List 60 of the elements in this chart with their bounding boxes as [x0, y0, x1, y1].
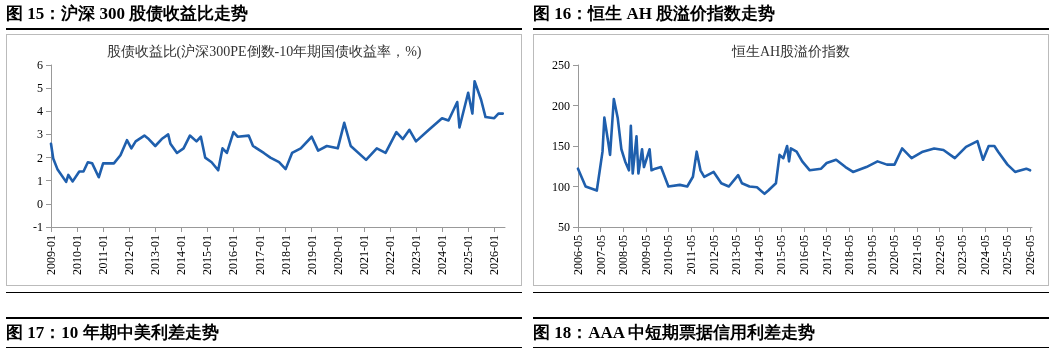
y-tick-label: 4: [37, 104, 43, 119]
x-tick-label: 2021-05: [910, 235, 925, 275]
x-tick-label: 2021-01: [356, 235, 371, 275]
x-tick-label: 2011-01: [96, 235, 111, 275]
x-tick-label: 2011-05: [684, 235, 698, 275]
x-tick-label: 2012-05: [706, 235, 721, 275]
y-tick-label: 150: [552, 139, 570, 153]
x-tick-label: 2026-05: [1023, 235, 1038, 275]
y-tick-label: 0: [37, 196, 43, 211]
x-tick-label: 2018-05: [842, 235, 857, 275]
chart-title: 图 15：沪深 300 股债收益比走势: [6, 0, 522, 30]
x-tick-label: 2023-05: [955, 235, 970, 275]
x-tick-label: 2013-01: [148, 235, 163, 275]
x-tick-label: 2026-01: [487, 235, 502, 275]
chart-subtitle: 恒生AH股溢价指数: [730, 43, 851, 59]
chart-title: 图 16：恒生 AH 股溢价指数走势: [533, 0, 1049, 30]
y-tick-label: 200: [552, 98, 570, 113]
x-tick-label: 2007-05: [593, 235, 608, 275]
line-series: [49, 79, 505, 184]
x-tick-label: 2006-05: [571, 235, 585, 275]
x-tick-label: 2017-01: [252, 235, 267, 275]
x-tick-label: 2025-01: [461, 235, 476, 275]
chart-subtitle: 股债收益比(沪深300PE倒数-10年期国债收益率，%): [106, 43, 422, 60]
x-tick-label: 2019-01: [304, 235, 319, 275]
y-tick-label: 250: [552, 58, 570, 72]
caption: 图 18：AAA 中短期票据信用利差走势: [533, 319, 1049, 348]
x-tick-label: 2022-01: [382, 235, 397, 275]
caption: 图 17：10 年期中美利差走势: [6, 319, 522, 348]
y-tick-label: 2: [37, 150, 43, 165]
line-series: [576, 97, 1032, 196]
y-tick-label: 1: [37, 173, 43, 188]
y-tick-label: 3: [37, 127, 43, 142]
x-tick-label: 2009-05: [638, 235, 653, 275]
x-tick-label: 2015-01: [200, 235, 215, 275]
x-tick-label: 2016-01: [226, 235, 241, 275]
x-tick-label: 2014-01: [174, 235, 189, 275]
y-tick-label: 5: [37, 81, 43, 96]
x-tick-label: 2012-01: [122, 235, 137, 275]
x-tick-label: 2015-05: [774, 235, 789, 275]
x-tick-label: 2014-05: [751, 235, 766, 275]
x-tick-label: 2013-05: [729, 235, 744, 275]
y-tick-label: 100: [552, 179, 570, 194]
x-tick-label: 2009-01: [44, 235, 58, 275]
x-tick-label: 2020-01: [330, 235, 345, 275]
x-tick-label: 2010-05: [661, 235, 676, 275]
y-tick-label: 6: [37, 58, 43, 72]
x-tick-label: 2022-05: [932, 235, 947, 275]
x-tick-label: 2008-05: [616, 235, 631, 275]
x-tick-label: 2024-01: [435, 235, 450, 275]
x-tick-label: 2019-05: [864, 235, 879, 275]
y-tick-label: 50: [558, 220, 570, 234]
x-tick-label: 2020-05: [887, 235, 902, 275]
x-tick-label: 2017-05: [819, 235, 834, 275]
y-tick-label: -1: [33, 220, 43, 234]
x-tick-label: 2025-05: [1000, 235, 1015, 275]
x-tick-label: 2018-01: [278, 235, 293, 275]
x-tick-label: 2010-01: [70, 235, 85, 275]
x-tick-label: 2023-01: [408, 235, 423, 275]
x-tick-label: 2024-05: [977, 235, 992, 275]
x-tick-label: 2016-05: [797, 235, 812, 275]
